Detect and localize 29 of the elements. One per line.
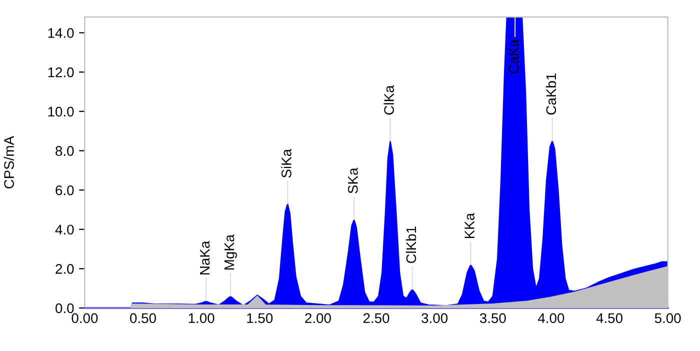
y-tick-label: 6.0 [56, 185, 74, 196]
y-tick-label: 0.0 [56, 303, 74, 314]
x-tick-label: 0.00 [72, 313, 98, 324]
annotation: SKa [348, 168, 358, 194]
annotation: ClKb1 [406, 226, 416, 264]
y-axis-title: CPS/mA [4, 136, 14, 188]
x-tick-label: 4.00 [538, 313, 564, 324]
y-tick-label: 10.0 [48, 106, 74, 117]
annotation: NaKa [200, 240, 210, 274]
y-tick-label: 12.0 [48, 67, 74, 78]
y-tick-label: 8.0 [56, 146, 74, 156]
annotation: MgKa [224, 234, 237, 270]
x-tick-label: 1.00 [188, 313, 214, 324]
y-tick-label: 4.0 [55, 224, 74, 235]
annotation: SiKa [281, 148, 292, 178]
x-tick-label: 1.50 [247, 313, 273, 324]
annotation: KKa [464, 212, 474, 238]
y-tick-label: 2.0 [56, 264, 74, 274]
x-tick-label: 4.50 [596, 313, 622, 324]
x-tick-label: 5.00 [654, 313, 681, 324]
annotation: CaKa [508, 39, 519, 74]
x-tick-label: 2.00 [305, 313, 331, 324]
y-tick-label: 14.0 [48, 28, 74, 38]
annotation: ClKa [384, 85, 394, 115]
x-tick-label: 0.50 [130, 313, 156, 324]
x-tick-label: 2.50 [363, 313, 390, 324]
x-tick-label: 3.50 [480, 313, 506, 324]
annotation: CaKb1 [546, 74, 556, 115]
x-tick-label: 3.00 [422, 313, 448, 324]
